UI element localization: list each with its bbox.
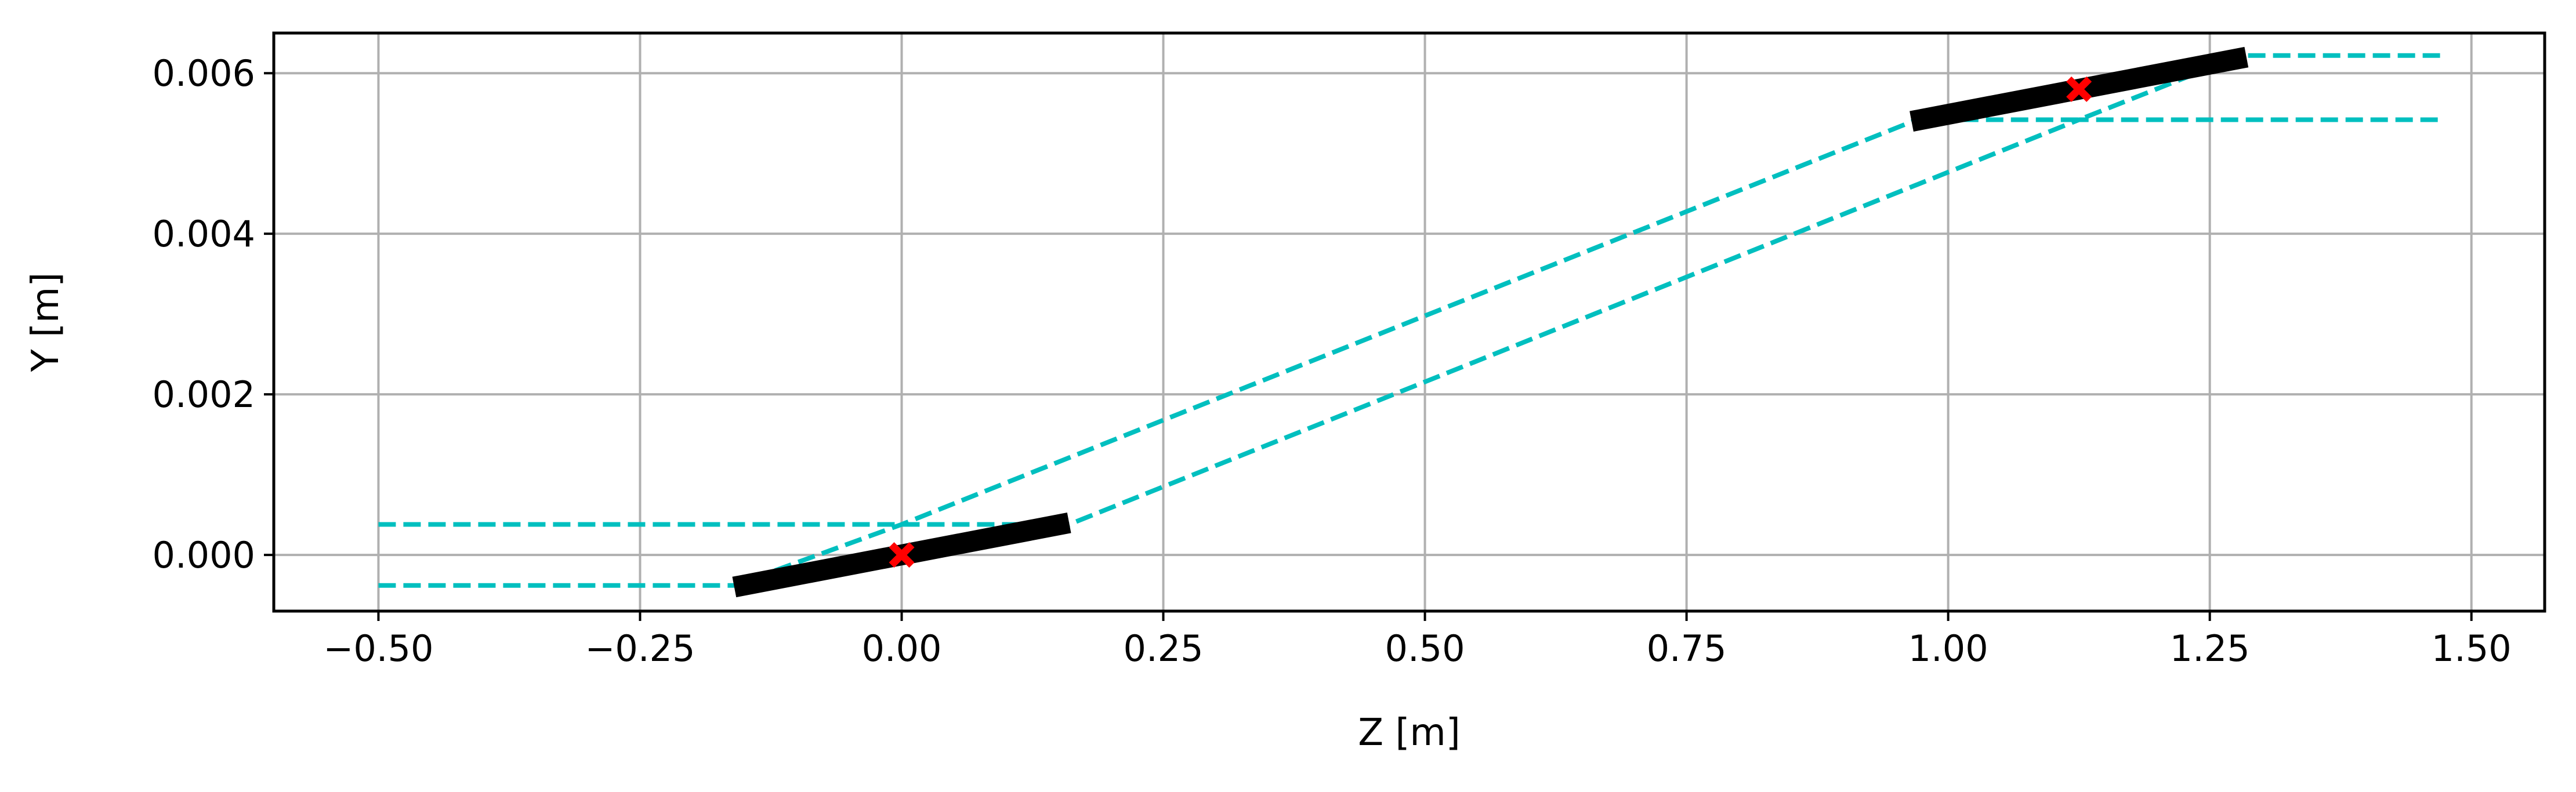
beam-envelope-line <box>378 117 2440 527</box>
x-tick-label: 1.50 <box>2432 627 2512 670</box>
y-tick-label: 0.004 <box>153 213 256 255</box>
center-marker <box>889 542 915 568</box>
x-tick-label: 0.00 <box>861 627 941 670</box>
x-tick-label: 0.25 <box>1124 627 1204 670</box>
x-tick-label: 0.75 <box>1647 627 1727 670</box>
x-tick-label: −0.25 <box>585 627 695 670</box>
y-axis-label: Y [m] <box>24 273 67 373</box>
y-tick-label: 0.002 <box>153 373 256 416</box>
y-tick-label: 0.000 <box>153 534 256 576</box>
x-axis-label: Z [m] <box>1358 711 1460 754</box>
x-tick-label: 1.00 <box>1908 627 1988 670</box>
y-tick-label: 0.006 <box>153 52 256 95</box>
marker-layer <box>889 76 2092 568</box>
x-tick-label: 1.25 <box>2170 627 2250 670</box>
x-tick-label: −0.50 <box>323 627 433 670</box>
plot-area-frame <box>272 31 2546 613</box>
center-marker <box>2066 76 2092 102</box>
x-tick-label: 0.50 <box>1385 627 1465 670</box>
tick-layer: −0.50 −0.25 0.00 0.25 0.50 0.75 1.00 1.25 1.50 0.… <box>153 52 2512 670</box>
